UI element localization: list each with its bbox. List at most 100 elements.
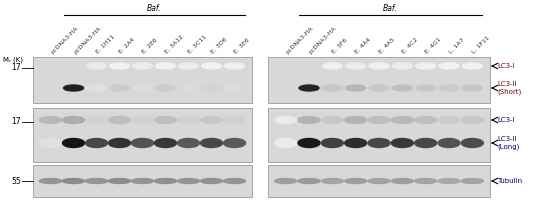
Ellipse shape (344, 178, 367, 184)
Text: L. 1F11: L. 1F11 (471, 35, 491, 55)
Ellipse shape (298, 178, 320, 184)
Ellipse shape (133, 85, 153, 91)
Text: LC3-II
(Long): LC3-II (Long) (497, 136, 520, 150)
Ellipse shape (391, 116, 413, 123)
Ellipse shape (202, 85, 222, 91)
Ellipse shape (224, 116, 245, 123)
Ellipse shape (392, 63, 412, 69)
Ellipse shape (321, 178, 343, 184)
Ellipse shape (202, 63, 222, 69)
Ellipse shape (155, 63, 176, 69)
Text: Tubulin: Tubulin (497, 178, 522, 184)
Ellipse shape (178, 85, 198, 91)
Text: E. 1H11: E. 1H11 (95, 34, 116, 55)
FancyBboxPatch shape (268, 57, 490, 103)
Ellipse shape (109, 63, 129, 69)
Ellipse shape (414, 178, 437, 184)
Text: pcDNA3-HA: pcDNA3-HA (50, 26, 79, 55)
Ellipse shape (155, 178, 176, 184)
Ellipse shape (224, 139, 245, 147)
Ellipse shape (86, 63, 107, 69)
Ellipse shape (461, 116, 483, 123)
Text: E. 3D6: E. 3D6 (211, 37, 229, 55)
Ellipse shape (132, 139, 154, 147)
Text: Mᵣ (K): Mᵣ (K) (3, 57, 23, 63)
Ellipse shape (63, 116, 85, 123)
Text: LC3-II
(Short): LC3-II (Short) (497, 81, 521, 95)
Ellipse shape (414, 139, 437, 147)
Ellipse shape (39, 116, 61, 123)
Ellipse shape (155, 139, 176, 147)
Text: LC3-I: LC3-I (497, 117, 515, 123)
Text: E. 3F6: E. 3F6 (331, 38, 349, 55)
Ellipse shape (321, 139, 343, 147)
Ellipse shape (201, 139, 223, 147)
Text: E. 4A4: E. 4A4 (355, 37, 372, 55)
Ellipse shape (391, 178, 413, 184)
Ellipse shape (275, 178, 296, 184)
Ellipse shape (63, 139, 85, 147)
Ellipse shape (39, 178, 61, 184)
Ellipse shape (368, 178, 390, 184)
Text: E. 4G1: E. 4G1 (425, 37, 443, 55)
Ellipse shape (39, 139, 61, 147)
FancyBboxPatch shape (33, 57, 252, 103)
Ellipse shape (439, 63, 459, 69)
Ellipse shape (322, 85, 342, 91)
Text: pcDNA3-HA: pcDNA3-HA (73, 26, 102, 55)
FancyBboxPatch shape (268, 108, 490, 162)
Ellipse shape (275, 116, 296, 123)
Ellipse shape (63, 178, 85, 184)
Ellipse shape (155, 116, 176, 123)
Text: Baf.: Baf. (147, 4, 161, 13)
FancyBboxPatch shape (33, 108, 252, 162)
Ellipse shape (86, 116, 107, 123)
Ellipse shape (132, 178, 154, 184)
Text: L. 1A7: L. 1A7 (448, 38, 465, 55)
Ellipse shape (321, 116, 343, 123)
Ellipse shape (461, 139, 483, 147)
Text: E. 2A4: E. 2A4 (119, 37, 136, 55)
Ellipse shape (178, 63, 198, 69)
Ellipse shape (369, 85, 389, 91)
Ellipse shape (416, 85, 436, 91)
Ellipse shape (201, 116, 223, 123)
Ellipse shape (299, 85, 319, 91)
Text: 17: 17 (11, 63, 21, 72)
Ellipse shape (177, 178, 199, 184)
Ellipse shape (298, 139, 320, 147)
Ellipse shape (177, 139, 199, 147)
Ellipse shape (438, 116, 460, 123)
Ellipse shape (462, 63, 482, 69)
Ellipse shape (132, 116, 154, 123)
Ellipse shape (368, 116, 390, 123)
Text: 55: 55 (11, 176, 21, 185)
Text: E. 4C2: E. 4C2 (402, 37, 419, 55)
Ellipse shape (369, 63, 389, 69)
Ellipse shape (368, 139, 390, 147)
Ellipse shape (133, 63, 153, 69)
Ellipse shape (298, 116, 320, 123)
Ellipse shape (438, 139, 460, 147)
Text: 17: 17 (11, 118, 21, 126)
Ellipse shape (322, 63, 342, 69)
Ellipse shape (225, 85, 245, 91)
Ellipse shape (461, 178, 483, 184)
Ellipse shape (392, 85, 412, 91)
Ellipse shape (414, 116, 437, 123)
Ellipse shape (155, 85, 176, 91)
Ellipse shape (224, 178, 245, 184)
Ellipse shape (108, 139, 130, 147)
Ellipse shape (344, 139, 367, 147)
Ellipse shape (86, 139, 107, 147)
Ellipse shape (439, 85, 459, 91)
Ellipse shape (177, 116, 199, 123)
Text: pcDNA3-HA: pcDNA3-HA (285, 26, 314, 55)
Ellipse shape (344, 116, 367, 123)
Ellipse shape (86, 178, 107, 184)
Ellipse shape (64, 85, 84, 91)
Text: E. 2E6: E. 2E6 (142, 38, 159, 55)
Text: Baf.: Baf. (383, 4, 398, 13)
Ellipse shape (108, 116, 130, 123)
Text: E. 3A12: E. 3A12 (164, 34, 185, 55)
